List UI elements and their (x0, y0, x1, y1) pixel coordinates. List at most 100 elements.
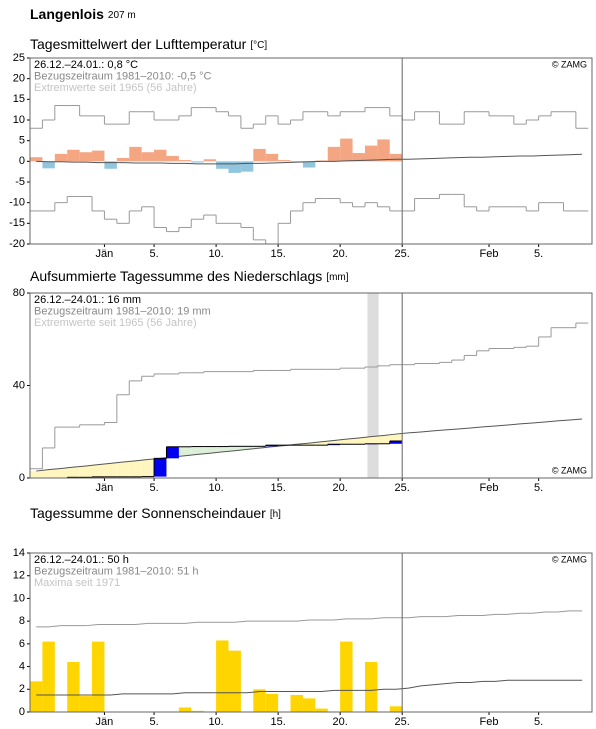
surplus-area (178, 446, 192, 456)
y-tick-label: 15 (13, 93, 25, 105)
mean-line (36, 610, 583, 628)
bar (278, 160, 291, 162)
bar (352, 153, 365, 162)
bar (389, 706, 403, 712)
deficit-area (364, 436, 378, 444)
y-tick-label: 12 (13, 570, 25, 582)
x-tick-label: Feb (480, 482, 499, 494)
bar (92, 150, 105, 162)
y-tick-label: 10 (13, 114, 25, 126)
copyright: © ZAMG (552, 554, 587, 564)
bar (253, 148, 266, 162)
bar (302, 698, 316, 712)
plot-area (30, 553, 592, 712)
mean-line (36, 679, 583, 696)
y-tick-label: 6 (19, 638, 25, 650)
bar (178, 707, 192, 712)
y-tick-label: 2 (19, 683, 25, 695)
x-tick-label: 20. (333, 248, 348, 260)
x-tick-label: 25. (395, 716, 410, 728)
info-text: Maxima seit 1971 (34, 577, 120, 589)
y-tick-label: -5 (15, 176, 25, 188)
station-elevation: 207 m (108, 10, 136, 21)
info-text: 26.12.–24.01.: 50 h (34, 554, 129, 566)
x-tick-label: Jän (96, 482, 114, 494)
x-tick-label: 5. (534, 248, 543, 260)
station-name: Langenlois (30, 6, 104, 22)
y-tick-label: 8 (19, 615, 25, 627)
deficit-area (315, 441, 328, 446)
deficit-area (302, 443, 316, 446)
bar (191, 161, 204, 163)
x-tick-label: 10. (208, 482, 223, 494)
bar (327, 146, 341, 162)
y-tick-label: 0 (19, 706, 25, 718)
y-tick-label: 14 (13, 547, 25, 559)
chart-title-text: Tagessumme der Sonnenscheindauer (30, 505, 266, 521)
x-tick-label: 25. (395, 248, 410, 260)
bar (116, 158, 130, 162)
bar (216, 161, 229, 169)
bar (191, 710, 204, 712)
plot-area (30, 58, 592, 244)
x-tick-label: 5. (149, 248, 158, 260)
x-tick-label: 5. (149, 716, 158, 728)
chart-title: Tagessumme der Sonnenscheindauer [h] (30, 505, 281, 521)
bar (141, 152, 155, 162)
chart-unit: [°C] (250, 40, 267, 51)
x-tick-label: 25. (395, 482, 410, 494)
y-tick-label: 4 (19, 660, 25, 672)
y-tick-label: 25 (13, 52, 25, 64)
bar (302, 161, 316, 168)
x-tick-label: 15. (270, 248, 285, 260)
deficit-area (30, 471, 43, 478)
y-tick-label: -15 (9, 217, 25, 229)
bar (290, 694, 303, 712)
y-tick-label: 0 (19, 472, 25, 484)
chart-unit: [mm] (326, 272, 348, 283)
bar (166, 155, 179, 162)
plot-frame (29, 552, 593, 713)
deficit-area (389, 434, 403, 441)
x-tick-label: 5. (149, 482, 158, 494)
chart-unit: [h] (270, 509, 281, 520)
bar (129, 146, 142, 162)
x-tick-label: Feb (480, 248, 499, 260)
chart-title-text: Aufsummierte Tagessumme des Niederschlag… (30, 268, 322, 284)
deficit-area (54, 468, 68, 478)
copyright: © ZAMG (552, 465, 587, 475)
bar (265, 153, 279, 162)
bar (79, 696, 93, 712)
x-tick-label: 5. (534, 482, 543, 494)
bar (30, 681, 43, 712)
chart-title: Tagesmittelwert der Lufttemperatur [°C] (30, 36, 267, 52)
bar (265, 693, 279, 712)
surplus-area (253, 446, 266, 449)
y-tick-label: 80 (13, 287, 25, 299)
deficit-area (327, 440, 341, 445)
info-text: Bezugszeitraum 1981–2010: -0,5 °C (34, 70, 212, 82)
bar (377, 139, 390, 162)
deficit-area (129, 460, 142, 477)
deficit-area (141, 459, 155, 477)
surplus-area (228, 446, 241, 451)
deficit-area (42, 469, 55, 478)
y-tick-label: -10 (9, 197, 25, 209)
shaded-span (367, 293, 379, 478)
bar (104, 161, 117, 169)
y-tick-label: -20 (9, 238, 25, 250)
x-tick-label: 15. (270, 716, 285, 728)
bar (340, 641, 353, 712)
plot-frame (29, 292, 593, 479)
deficit-area (79, 465, 93, 478)
daily-increment (154, 458, 167, 477)
deficit-area (116, 462, 130, 477)
bar (54, 153, 68, 162)
info-text: 26.12.–24.01.: 0,8 °C (34, 59, 138, 71)
deficit-area (67, 467, 80, 478)
y-tick-label: 40 (13, 379, 25, 391)
mean-line (36, 153, 583, 165)
copyright: © ZAMG (552, 59, 587, 69)
y-tick-label: 0 (19, 155, 25, 167)
